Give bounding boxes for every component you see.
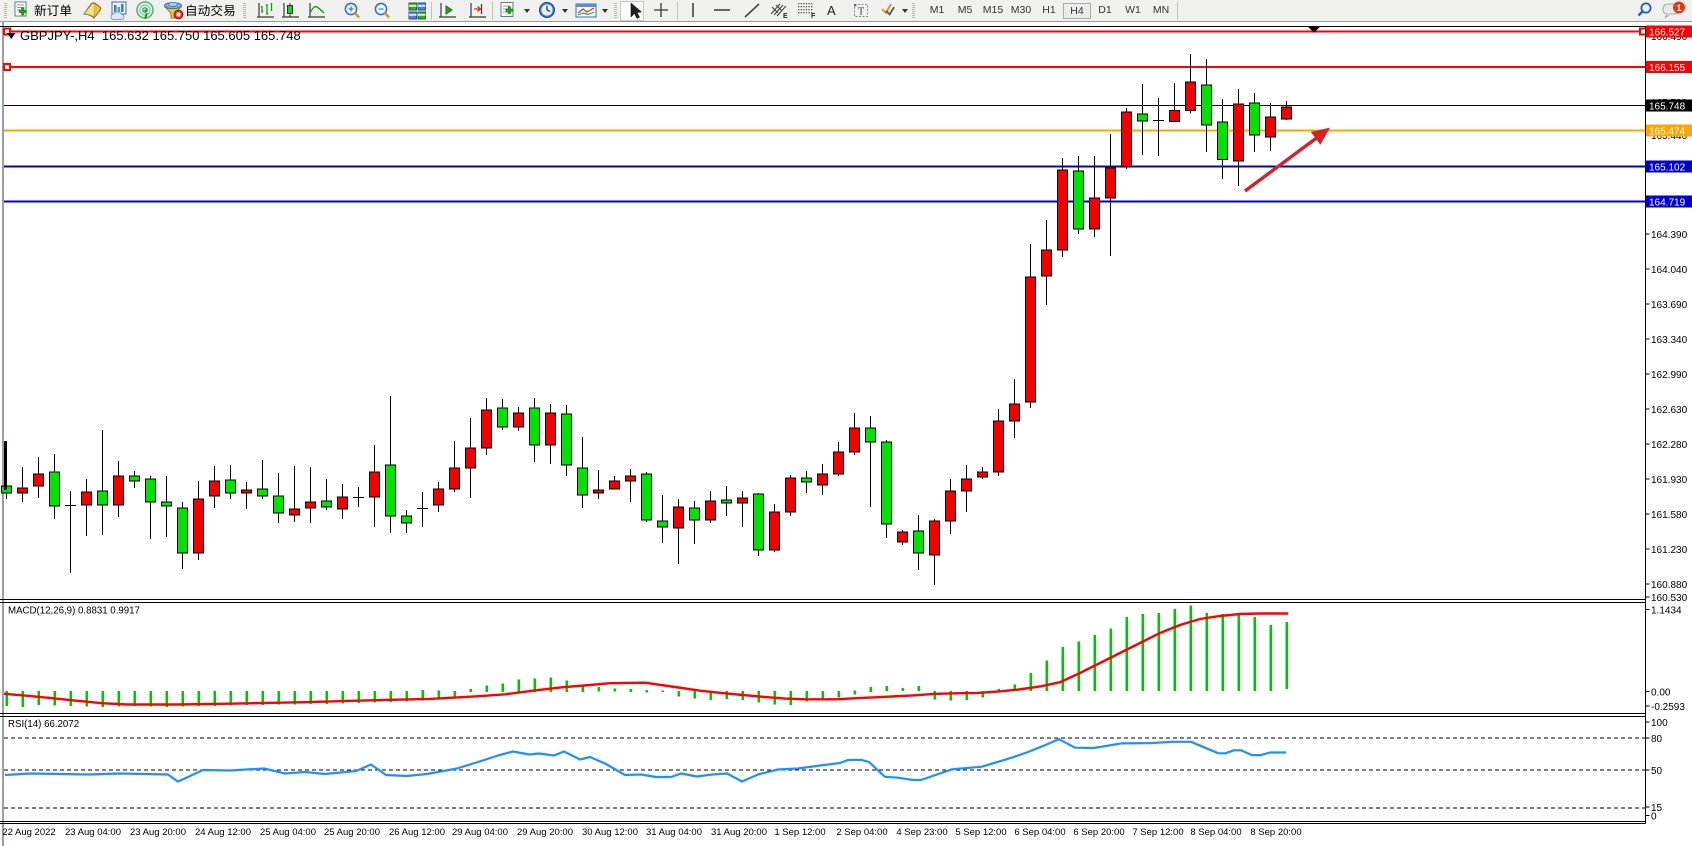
svg-text:80: 80	[1651, 734, 1663, 745]
svg-text:31 Aug 20:00: 31 Aug 20:00	[711, 827, 767, 838]
svg-text:1.1434: 1.1434	[1651, 606, 1682, 617]
svg-text:24 Aug 12:00: 24 Aug 12:00	[195, 827, 251, 838]
svg-text:6 Sep 04:00: 6 Sep 04:00	[1014, 827, 1065, 838]
svg-text:8 Sep 04:00: 8 Sep 04:00	[1190, 827, 1241, 838]
svg-text:E: E	[783, 13, 788, 20]
svg-text:100: 100	[1651, 718, 1668, 729]
svg-text:164.040: 164.040	[1651, 265, 1688, 276]
svg-text:166.155: 166.155	[1649, 63, 1686, 74]
svg-text:25 Aug 20:00: 25 Aug 20:00	[324, 827, 380, 838]
svg-text:30 Aug 12:00: 30 Aug 12:00	[582, 827, 638, 838]
svg-text:165.102: 165.102	[1649, 162, 1686, 173]
svg-text:22 Aug 2022: 22 Aug 2022	[2, 827, 55, 838]
svg-text:5 Sep 12:00: 5 Sep 12:00	[955, 827, 1006, 838]
svg-text:26 Aug 12:00: 26 Aug 12:00	[389, 827, 445, 838]
svg-text:GBPJPY-,H4 165.632 165.750 16: GBPJPY-,H4 165.632 165.750 165.605 165.7…	[20, 28, 301, 43]
svg-text:8 Sep 20:00: 8 Sep 20:00	[1250, 827, 1301, 838]
svg-text:161.580: 161.580	[1651, 510, 1688, 521]
svg-text:T: T	[858, 7, 864, 18]
svg-text:6 Sep 20:00: 6 Sep 20:00	[1073, 827, 1124, 838]
svg-text:165.748: 165.748	[1649, 101, 1686, 112]
svg-text:25 Aug 04:00: 25 Aug 04:00	[260, 827, 316, 838]
svg-text:F: F	[811, 13, 816, 20]
svg-text:29 Aug 20:00: 29 Aug 20:00	[517, 827, 573, 838]
svg-text:+: +	[348, 4, 354, 15]
svg-text:0: 0	[1651, 812, 1657, 823]
svg-text:1 Sep 12:00: 1 Sep 12:00	[774, 827, 825, 838]
svg-text:164.390: 164.390	[1651, 230, 1688, 241]
svg-text:15: 15	[1651, 803, 1663, 814]
svg-text:31 Aug 04:00: 31 Aug 04:00	[646, 827, 702, 838]
svg-text:23 Aug 04:00: 23 Aug 04:00	[65, 827, 121, 838]
svg-text:0.00: 0.00	[1651, 688, 1671, 699]
svg-text:2 Sep 04:00: 2 Sep 04:00	[836, 827, 887, 838]
svg-text:162.630: 162.630	[1651, 405, 1688, 416]
svg-text:165.474: 165.474	[1649, 127, 1686, 138]
svg-text:163.690: 163.690	[1651, 300, 1688, 311]
svg-text:−: −	[378, 4, 384, 15]
svg-text:166.527: 166.527	[1649, 28, 1686, 39]
svg-text:160.530: 160.530	[1651, 593, 1688, 604]
svg-text:23 Aug 20:00: 23 Aug 20:00	[130, 827, 186, 838]
svg-text:-0.2593: -0.2593	[1651, 702, 1685, 713]
svg-text:4 Sep 23:00: 4 Sep 23:00	[896, 827, 947, 838]
svg-text:RSI(14) 66.2072: RSI(14) 66.2072	[8, 719, 79, 730]
svg-text:162.280: 162.280	[1651, 440, 1688, 451]
svg-text:7 Sep 12:00: 7 Sep 12:00	[1132, 827, 1183, 838]
svg-text:160.880: 160.880	[1651, 580, 1688, 591]
svg-text:50: 50	[1651, 766, 1663, 777]
svg-text:164.719: 164.719	[1649, 198, 1686, 209]
svg-text:162.990: 162.990	[1651, 370, 1688, 381]
svg-text:161.230: 161.230	[1651, 545, 1688, 556]
svg-text:163.340: 163.340	[1651, 335, 1688, 346]
svg-text:1: 1	[1676, 3, 1682, 14]
svg-text:29 Aug 04:00: 29 Aug 04:00	[452, 827, 508, 838]
svg-text:MACD(12,26,9) 0.8831 0.9917: MACD(12,26,9) 0.8831 0.9917	[8, 606, 140, 617]
svg-text:161.930: 161.930	[1651, 475, 1688, 486]
